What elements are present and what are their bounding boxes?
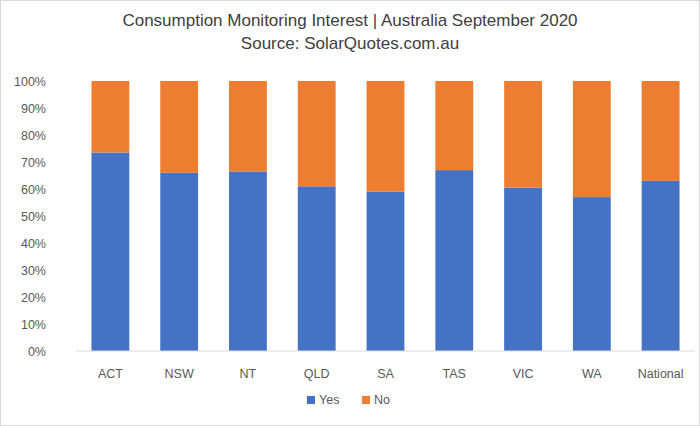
bar — [573, 81, 611, 197]
bar — [91, 81, 129, 153]
tick-mark — [72, 135, 76, 136]
bar — [91, 153, 129, 351]
y-tick-label: 60% — [21, 183, 46, 197]
bar — [229, 171, 267, 351]
tick-mark — [72, 351, 76, 352]
tick-mark — [72, 270, 76, 271]
legend: Yes No — [307, 393, 390, 407]
y-tick-label: 90% — [21, 102, 46, 116]
legend-label: No — [374, 393, 390, 407]
chart-frame — [1, 1, 700, 426]
subtitle: Source: SolarQuotes.com.au — [241, 34, 459, 53]
y-tick-label: 70% — [21, 156, 46, 170]
x-tick-label: NSW — [165, 367, 194, 381]
y-tick-label: 40% — [21, 237, 46, 251]
tick-mark — [72, 243, 76, 244]
bar — [642, 181, 680, 351]
y-tick-label: 10% — [21, 318, 46, 332]
tick-mark — [72, 189, 76, 190]
bar — [367, 81, 405, 192]
bar — [160, 173, 198, 351]
y-tick-label: 20% — [21, 291, 46, 305]
x-tick-label: National — [638, 367, 684, 381]
x-tick-label: NT — [240, 367, 257, 381]
tick-mark — [72, 108, 76, 109]
bar — [229, 81, 267, 171]
tick-mark — [72, 162, 76, 163]
chart: Consumption Monitoring Interest | Austra… — [0, 0, 700, 426]
bar — [435, 170, 473, 351]
bar — [298, 186, 336, 351]
x-tick-label: WA — [582, 367, 602, 381]
x-tick-label: SA — [377, 367, 394, 381]
bar — [504, 188, 542, 351]
x-tick-label: TAS — [443, 367, 466, 381]
y-tick-label: 100% — [14, 75, 46, 89]
bar — [435, 81, 473, 170]
y-tick-label: 80% — [21, 129, 46, 143]
y-tick-label: 50% — [21, 210, 46, 224]
bar — [298, 81, 336, 186]
y-tick-label: 30% — [21, 264, 46, 278]
tick-mark — [72, 324, 76, 325]
legend-swatch — [362, 396, 370, 404]
x-axis — [76, 351, 695, 352]
legend-label: Yes — [319, 393, 339, 407]
bar — [367, 192, 405, 351]
tick-mark — [72, 297, 76, 298]
tick-mark — [72, 81, 76, 82]
title: Consumption Monitoring Interest | Austra… — [122, 11, 577, 30]
y-tick-label: 0% — [28, 345, 46, 359]
x-tick-label: QLD — [304, 367, 330, 381]
bar — [642, 81, 680, 181]
x-tick-label: VIC — [513, 367, 534, 381]
legend-swatch — [307, 396, 315, 404]
bar — [160, 81, 198, 173]
bar — [504, 81, 542, 188]
bar — [573, 197, 611, 351]
x-tick-label: ACT — [98, 367, 123, 381]
tick-mark — [72, 216, 76, 217]
bars — [91, 81, 679, 351]
